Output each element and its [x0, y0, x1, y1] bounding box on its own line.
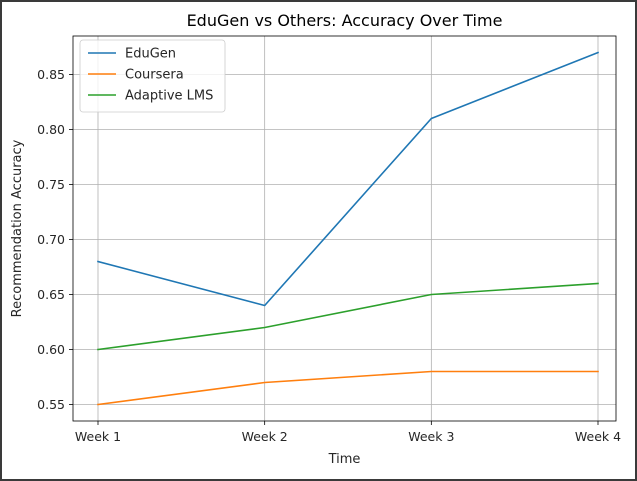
y-tick-label: 0.70	[37, 232, 65, 247]
x-tick-label: Week 1	[75, 429, 121, 444]
legend-label-coursera: Coursera	[125, 68, 184, 83]
series-line-adaptive-lms	[97, 282, 599, 351]
legend: EduGen Coursera Adaptive LMS	[79, 39, 226, 113]
x-tick-label: Week 2	[242, 429, 288, 444]
x-axis-ticks: Week 1 Week 2 Week 3 Week 4	[75, 421, 621, 444]
series-line-coursera	[97, 370, 599, 406]
legend-label-edugen: EduGen	[125, 47, 176, 62]
y-axis-label: Recommendation Accuracy	[10, 139, 25, 317]
x-tick-label: Week 4	[575, 429, 621, 444]
series-lines	[97, 51, 600, 406]
legend-box	[79, 39, 226, 113]
chart-title: EduGen vs Others: Accuracy Over Time	[187, 11, 503, 30]
y-tick-label: 0.65	[37, 287, 65, 302]
y-tick-label: 0.80	[37, 122, 65, 137]
legend-label-adaptive-lms: Adaptive LMS	[125, 89, 213, 104]
axes-frame	[72, 35, 617, 422]
x-tick-label: Week 3	[408, 429, 454, 444]
y-tick-label: 0.60	[37, 342, 65, 357]
series-line-edugen	[97, 51, 600, 307]
y-tick-label: 0.85	[37, 67, 65, 82]
y-tick-label: 0.55	[37, 397, 65, 412]
y-axis-ticks: 0.55 0.60 0.65 0.70 0.75 0.80 0.85	[37, 67, 73, 412]
x-axis-label: Time	[328, 452, 361, 467]
y-tick-label: 0.75	[37, 177, 65, 192]
